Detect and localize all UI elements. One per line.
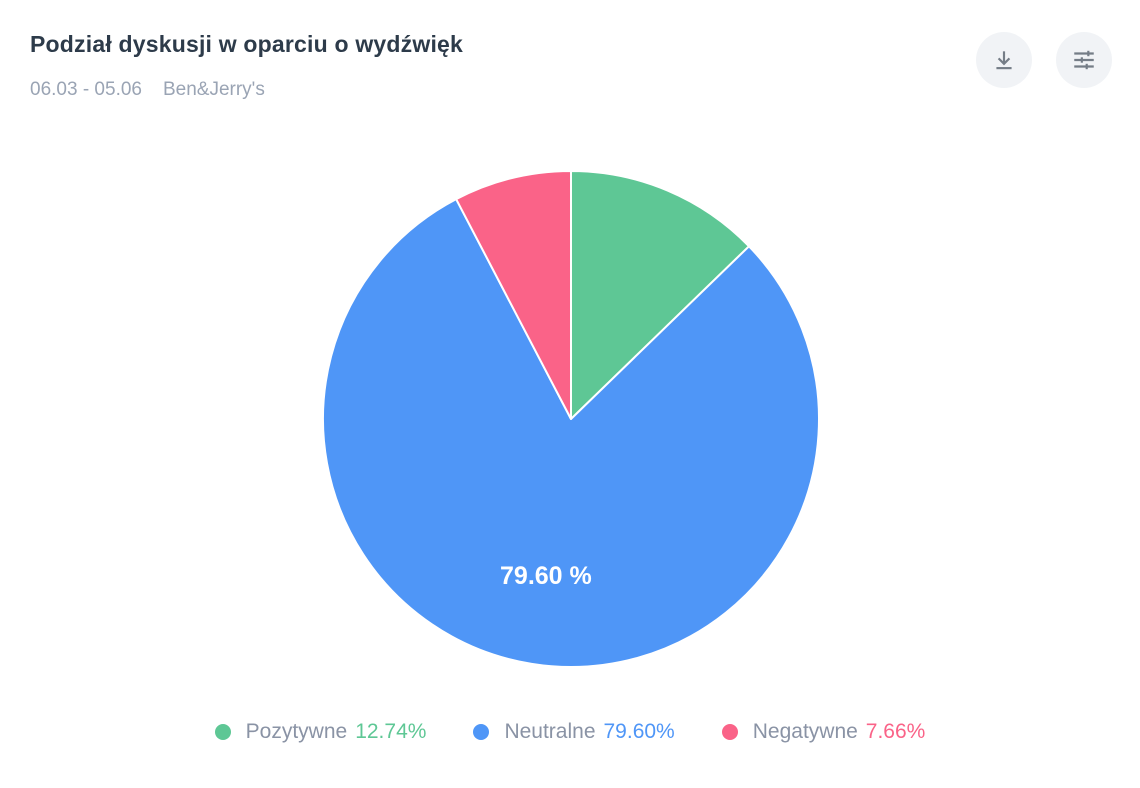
legend-value: 79.60% bbox=[603, 720, 675, 743]
legend-item-pozytywne[interactable]: Pozytywne 12.74% bbox=[214, 720, 427, 744]
sliders-icon bbox=[1071, 47, 1097, 73]
legend-item-neutralne[interactable]: Neutralne 79.60% bbox=[473, 720, 675, 744]
brand-name: Ben&Jerry's bbox=[162, 79, 265, 100]
filters-button[interactable] bbox=[1056, 32, 1112, 88]
legend-label: Neutralne bbox=[504, 720, 596, 743]
chart-legend: Pozytywne 12.74% Neutralne 79.60% Negaty… bbox=[0, 716, 1140, 748]
legend-item-negatywne[interactable]: Negatywne 7.66% bbox=[721, 720, 926, 744]
date-range: 06.03 - 05.06 bbox=[30, 79, 142, 100]
chart-subtitle: 06.03 - 05.06 Ben&Jerry's bbox=[30, 79, 265, 101]
legend-dot-neutralne bbox=[473, 724, 490, 740]
legend-label: Negatywne bbox=[752, 720, 858, 743]
download-button[interactable] bbox=[976, 32, 1032, 88]
header-buttons bbox=[976, 32, 1112, 88]
pie-slice-negatywne[interactable] bbox=[455, 170, 572, 420]
legend-value: 7.66% bbox=[865, 720, 926, 743]
pie-slice-inner-label: 79.60 % bbox=[500, 562, 592, 590]
pie-slice-neutralne[interactable] bbox=[322, 198, 820, 668]
legend-label: Pozytywne bbox=[245, 720, 348, 743]
chart-title: Podział dyskusji w oparciu o wydźwięk bbox=[30, 31, 464, 57]
legend-value: 12.74% bbox=[355, 720, 427, 743]
legend-dot-pozytywne bbox=[214, 724, 231, 740]
pie-chart: 79.60 % bbox=[322, 170, 820, 668]
pie-slice-pozytywne[interactable] bbox=[570, 170, 750, 420]
legend-dot-negatywne bbox=[721, 724, 738, 740]
download-icon bbox=[991, 47, 1017, 73]
